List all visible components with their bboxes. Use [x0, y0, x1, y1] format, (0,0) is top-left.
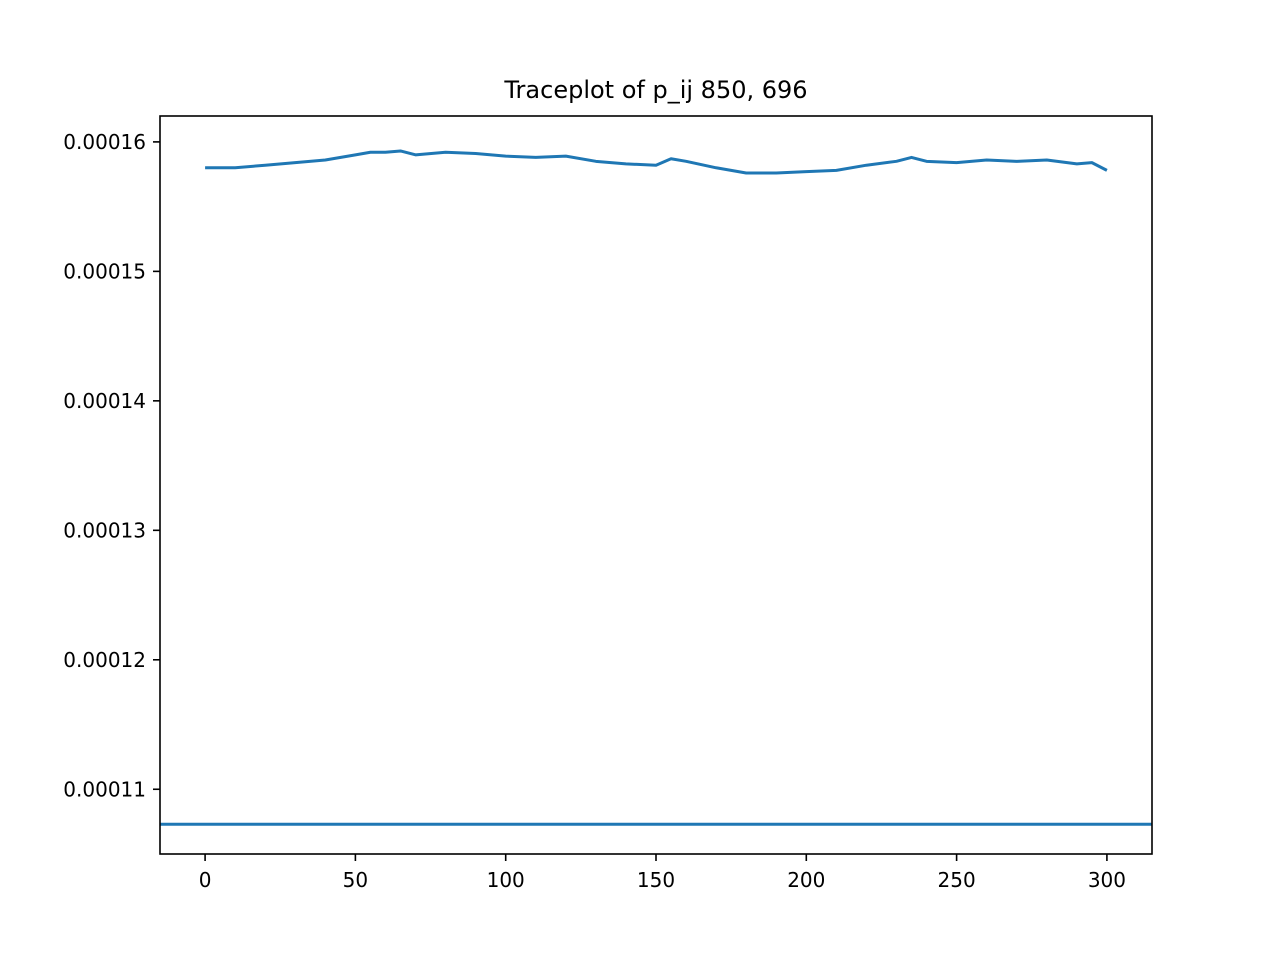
y-tick-label: 0.00013 — [63, 518, 146, 542]
x-tick-label: 250 — [938, 868, 976, 892]
plot-frame — [159, 115, 1153, 855]
x-tick-label: 150 — [637, 868, 675, 892]
x-tick-label: 200 — [787, 868, 825, 892]
y-tick-label: 0.00016 — [63, 130, 146, 154]
y-tick-label: 0.00015 — [63, 259, 146, 283]
x-tick-label: 50 — [343, 868, 368, 892]
chart-title: Traceplot of p_ij 850, 696 — [503, 76, 807, 104]
y-tick-label: 0.00012 — [63, 648, 146, 672]
y-tick-label: 0.00014 — [63, 389, 146, 413]
series-line-0 — [205, 149, 1108, 175]
x-axis: 0 50 100 150 200 250 300 — [199, 854, 1126, 892]
x-tick-label: 0 — [199, 868, 212, 892]
x-tick-label: 100 — [487, 868, 525, 892]
y-tick-label: 0.00011 — [63, 777, 146, 801]
x-tick-label: 300 — [1088, 868, 1126, 892]
y-axis: 0.00011 0.00012 0.00013 0.00014 0.00015 0.000… — [63, 130, 160, 801]
